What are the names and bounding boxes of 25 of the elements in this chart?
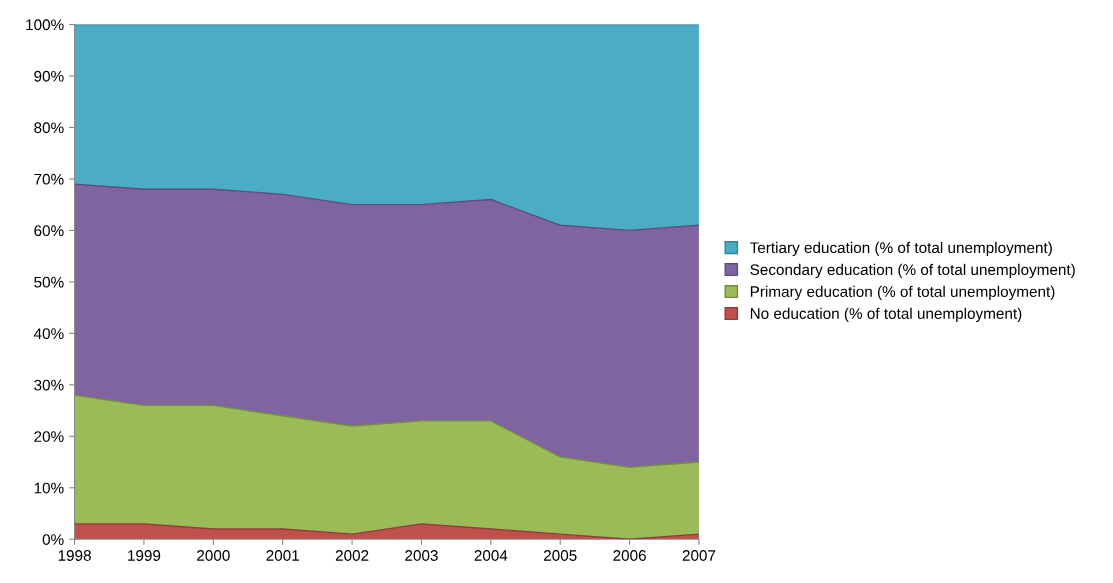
legend-label: Secondary education (% of total unemployment) <box>750 263 1075 279</box>
x-tick-label: 2006 <box>613 550 646 561</box>
legend-label: Tertiary education (% of total unemployment) <box>749 241 1052 257</box>
y-tick-label: 10% <box>34 482 64 494</box>
x-tick-label: 2005 <box>543 550 577 561</box>
y-tick-label: 70% <box>34 173 64 185</box>
y-tick-label: 80% <box>34 122 64 134</box>
x-tick-label: 2002 <box>335 550 369 561</box>
x-tick-label: 2007 <box>682 550 716 561</box>
y-tick-label: 100% <box>26 19 64 31</box>
x-tick-label: 2003 <box>405 550 438 561</box>
y-tick-label: 0% <box>42 534 64 545</box>
y-tick-label: 30% <box>34 379 64 391</box>
y-tick-label: 40% <box>33 328 64 340</box>
y-tick-label: 60% <box>34 225 64 237</box>
y-tick-label: 90% <box>34 70 64 82</box>
x-tick-label: 1999 <box>128 550 161 561</box>
legend-label: Primary education (% of total unemployment) <box>750 285 1055 301</box>
x-tick-label: 2001 <box>266 550 299 561</box>
y-tick-label: 20% <box>34 431 64 442</box>
y-tick-label: 50% <box>34 276 64 288</box>
legend-label: No education (% of total unemployment) <box>750 307 1022 322</box>
x-tick-label: 2000 <box>197 550 230 561</box>
x-tick-label: 1998 <box>58 550 91 561</box>
x-tick-label: 2004 <box>474 550 508 561</box>
